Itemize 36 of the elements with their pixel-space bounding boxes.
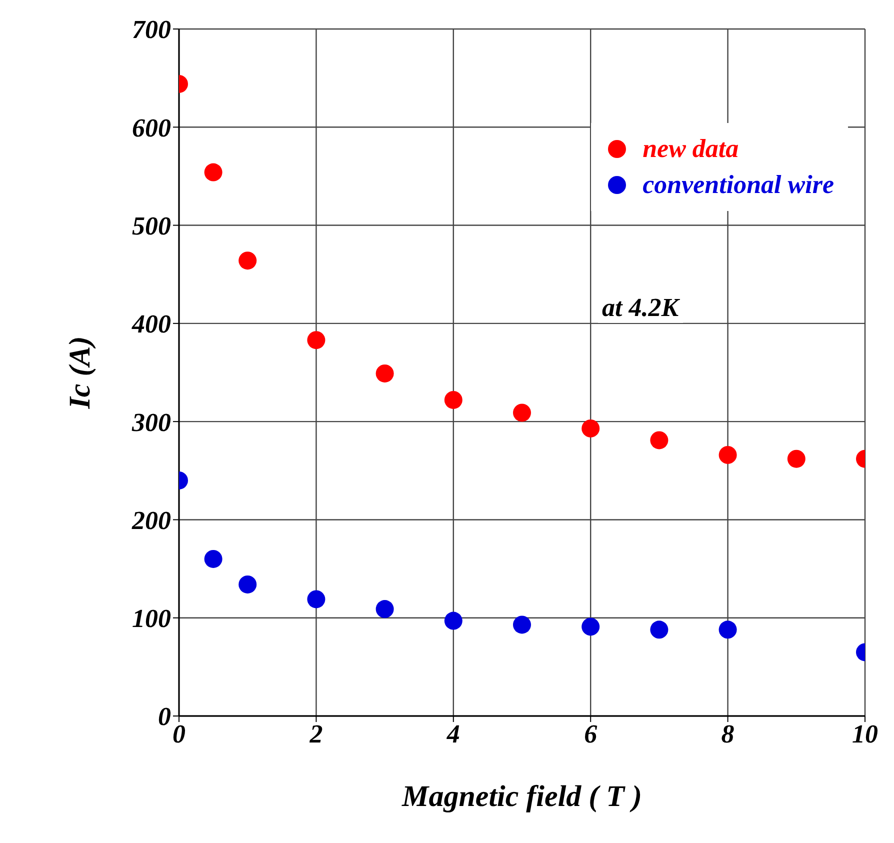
y-axis-title: Ic (A) <box>64 336 97 410</box>
point <box>204 550 222 568</box>
point <box>718 620 737 639</box>
point <box>513 404 531 422</box>
point <box>307 331 326 350</box>
point <box>307 590 326 608</box>
x-axis-title: Magnetic field ( T ) <box>401 780 642 813</box>
point <box>513 616 531 634</box>
point <box>787 450 806 468</box>
y-tick-label: 700 <box>132 15 171 44</box>
x-tick-label: 4 <box>446 719 460 748</box>
point <box>444 390 462 409</box>
point <box>582 419 600 438</box>
point <box>444 612 462 630</box>
y-tick-label: 600 <box>132 113 171 142</box>
x-tick-label: 10 <box>852 719 878 748</box>
point <box>582 618 600 636</box>
y-tick-label: 300 <box>131 408 171 437</box>
legend-label: new data <box>642 134 739 164</box>
x-tick-label: 8 <box>721 719 734 748</box>
y-tick-label: 200 <box>131 506 171 535</box>
y-tick-label: 400 <box>131 310 171 339</box>
annotation: at 4.2K <box>598 293 683 323</box>
point <box>238 252 257 270</box>
point <box>204 163 222 182</box>
point <box>718 446 737 464</box>
point <box>650 431 668 450</box>
point <box>238 575 257 594</box>
x-tick-label: 2 <box>308 719 323 748</box>
point <box>376 364 394 382</box>
legend-label: conventional wire <box>642 170 834 200</box>
point <box>650 620 668 639</box>
y-tick-label: 100 <box>132 604 171 634</box>
y-tick-label: 500 <box>132 212 171 241</box>
point <box>376 600 394 618</box>
x-tick-label: 6 <box>584 719 598 748</box>
